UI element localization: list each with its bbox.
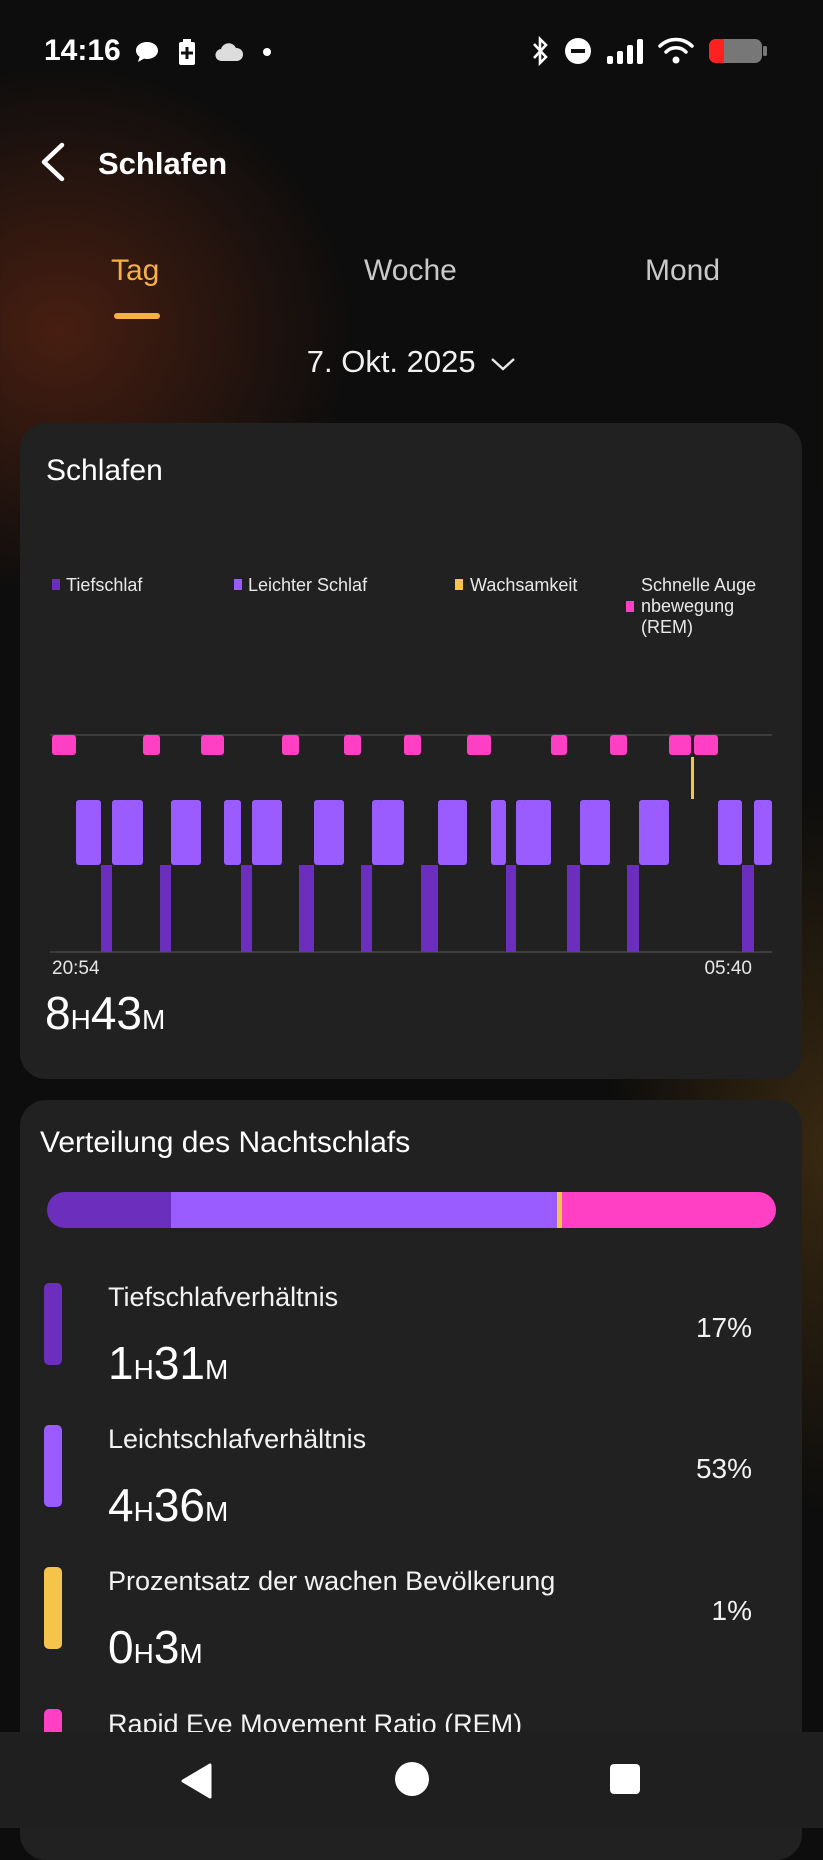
light-segment [314, 800, 344, 865]
light-segment [491, 800, 506, 865]
light-sleep-segments [76, 800, 772, 865]
deep-color-bar [44, 1283, 62, 1365]
distribution-title: Verteilung des Nachtschlafs [40, 1126, 411, 1159]
chart-end-time: 05:40 [704, 958, 752, 979]
legend-label-light: Leichter Schlaf [248, 575, 368, 595]
deep-ratio-label: Tiefschlafverhältnis [108, 1282, 339, 1312]
rem-segment [344, 735, 361, 755]
cloud-icon [215, 43, 244, 62]
light-segment [639, 800, 669, 865]
chevron-left-icon [41, 142, 65, 182]
bluetooth-icon [533, 36, 548, 66]
deep-segment [742, 865, 754, 952]
rem-segment [52, 735, 76, 755]
light-segment [754, 800, 772, 865]
deep-sleep-segments [101, 865, 754, 952]
page-title: Schlafen [98, 146, 228, 181]
tab-week[interactable]: Woche [364, 254, 457, 287]
date-label: 7. Okt. 2025 [306, 344, 476, 379]
back-icon[interactable] [180, 1762, 214, 1800]
legend-swatch-deep [52, 579, 60, 590]
deep-segment [101, 865, 112, 952]
deep-segment [361, 865, 372, 952]
deep-segment [627, 865, 639, 952]
light-color-bar [44, 1425, 62, 1507]
awake-segments [691, 757, 694, 799]
back-button[interactable] [38, 142, 68, 182]
battery-low-icon [709, 39, 767, 63]
light-segment [76, 800, 101, 865]
rem-segment [201, 735, 224, 755]
chevron-down-icon [491, 358, 516, 371]
sleep-card: Schlafen Tiefschlaf Leichter Schlaf Wach… [20, 423, 802, 1079]
light-duration: 4H36M [108, 1479, 229, 1531]
stacked-light [170, 1192, 558, 1228]
deep-segment [567, 865, 580, 952]
recents-icon[interactable] [609, 1763, 641, 1795]
stacked-rem [561, 1192, 776, 1228]
rem-segments [52, 735, 718, 755]
deep-percent: 17% [695, 1312, 752, 1343]
light-segment [438, 800, 467, 865]
deep-segment [421, 865, 438, 952]
rem-segment [610, 735, 627, 755]
rem-segment [669, 735, 691, 755]
legend-label-deep: Tiefschlaf [66, 575, 143, 595]
dot-icon [263, 48, 271, 56]
legend-swatch-rem [626, 601, 634, 612]
rem-segment [404, 735, 421, 755]
rem-segment [551, 735, 567, 755]
signal-icon [607, 39, 643, 64]
tab-month[interactable]: Mond [645, 254, 721, 287]
legend-swatch-light [234, 579, 242, 590]
chat-bubble-icon [136, 42, 158, 62]
rem-segment [282, 735, 299, 755]
status-icons-right [530, 34, 768, 68]
legend-label-rem: Schnelle Auge nbewegung (REM) [641, 575, 757, 637]
deep-segment [160, 865, 171, 952]
sleep-card-title: Schlafen [46, 454, 163, 487]
deep-duration: 1H31M [108, 1337, 229, 1389]
date-selector[interactable]: 7. Okt. 2025 [0, 344, 823, 380]
awake-color-bar [44, 1567, 62, 1649]
tab-bar: Tag Woche Mond [0, 254, 823, 324]
chart-start-time: 20:54 [52, 958, 100, 979]
tab-day[interactable]: Tag [111, 254, 160, 287]
rem-segment [143, 735, 160, 755]
light-segment [224, 800, 241, 865]
light-segment [171, 800, 201, 865]
wifi-icon [658, 37, 694, 64]
awake-duration: 0H3M [108, 1621, 203, 1673]
deep-segment [299, 865, 314, 952]
rem-segment [467, 735, 491, 755]
legend-label-awake: Wachsamkeit [470, 575, 578, 595]
status-time: 14:16 [44, 34, 121, 67]
light-segment [372, 800, 404, 865]
active-tab-indicator [114, 313, 160, 319]
battery-saver-icon [179, 39, 195, 65]
light-ratio-label: Leichtschlafverhältnis [108, 1424, 367, 1454]
total-sleep-duration: 8H43M [45, 987, 166, 1039]
awake-percent: 1% [711, 1595, 752, 1626]
system-nav-bar [0, 1732, 823, 1828]
awake-segment [691, 757, 694, 799]
deep-segment [241, 865, 252, 952]
do-not-disturb-icon [565, 38, 591, 64]
stacked-awake [557, 1192, 562, 1228]
deep-segment [506, 865, 516, 952]
light-segment [580, 800, 610, 865]
light-segment [718, 800, 742, 865]
status-icons-left [134, 36, 272, 68]
home-icon[interactable] [393, 1760, 431, 1798]
legend-swatch-awake [455, 579, 463, 590]
light-segment [516, 800, 551, 865]
distribution-stacked-bar [47, 1192, 776, 1228]
sleep-stage-chart [50, 734, 772, 953]
light-segment [112, 800, 143, 865]
light-segment [252, 800, 282, 865]
awake-ratio-label: Prozentsatz der wachen Bevölkerung [108, 1566, 556, 1596]
light-percent: 53% [695, 1453, 752, 1484]
rem-segment [694, 735, 718, 755]
stacked-deep [47, 1192, 171, 1228]
